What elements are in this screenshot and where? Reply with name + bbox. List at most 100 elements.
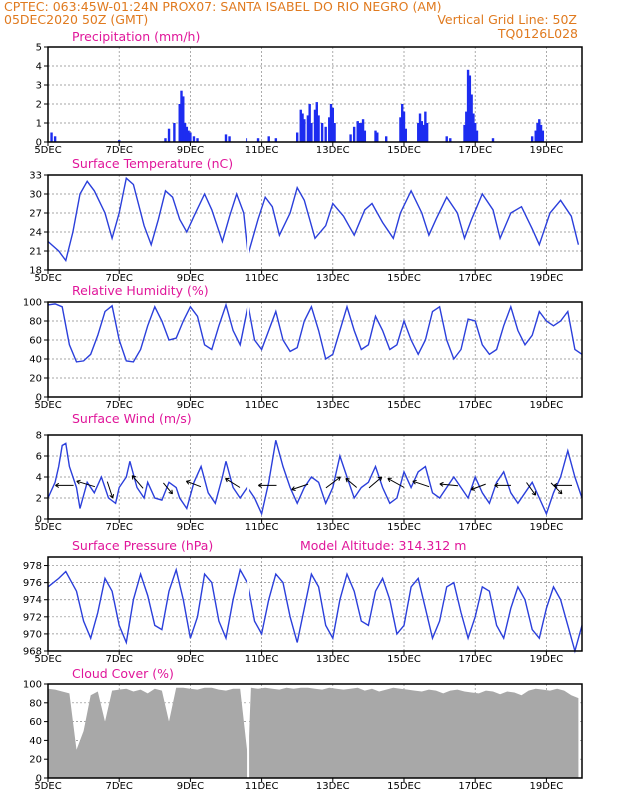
x-tick-label: 5DEC	[34, 522, 61, 533]
precip-bar	[180, 90, 183, 142]
precip-bar	[541, 130, 545, 142]
precip-bar	[349, 134, 352, 142]
plot-frame	[47, 556, 583, 652]
x-tick-label: 19DEC	[530, 273, 564, 284]
y-tick-label: 100	[23, 680, 42, 691]
x-tick-label: 17DEC	[458, 273, 492, 284]
precip-bar	[313, 109, 317, 142]
y-tick-label: 80	[29, 698, 42, 709]
x-tick-label: 9DEC	[177, 145, 204, 156]
y-tick-label: 4	[36, 473, 42, 484]
x-tick-label: 5DEC	[34, 145, 61, 156]
y-tick-label: 18	[29, 266, 42, 277]
panel-title: Surface Temperature (nC)	[72, 156, 233, 171]
y-tick-label: 27	[29, 209, 42, 220]
wind-vector	[76, 479, 96, 488]
precip-bar	[470, 94, 473, 142]
precip-bar	[167, 128, 171, 142]
x-tick-label: 11DEC	[245, 400, 279, 411]
y-tick-label: 80	[29, 317, 42, 328]
panel-4: 0 2 4 6 8 5DEC 7DEC 9DEC 11DEC 13DEC 15DEC 17DEC 19D…	[34, 411, 583, 533]
precip-bar	[256, 138, 260, 142]
x-tick-label: 9DEC	[177, 522, 204, 533]
panel-title: Surface Pressure (hPa)	[72, 538, 213, 553]
panel-3: 0 20 40 60 80 100 5DEC 7DEC 9DEC 11DEC 13DEC 15DEC 1…	[23, 283, 583, 411]
precip-bar	[185, 126, 189, 142]
x-tick-label: 17DEC	[458, 145, 492, 156]
x-tick-label: 19DEC	[530, 522, 564, 533]
x-tick-label: 19DEC	[530, 145, 564, 156]
y-tick-label: 30	[29, 190, 42, 201]
wind-vector	[225, 477, 241, 488]
precip-bar	[445, 136, 448, 142]
x-tick-label: 17DEC	[458, 781, 492, 792]
x-tick-label: 5DEC	[34, 273, 61, 284]
precip-bar	[308, 104, 311, 142]
y-tick-label: 974	[23, 595, 42, 606]
y-tick-label: 3	[36, 81, 42, 92]
x-tick-label: 13DEC	[316, 145, 350, 156]
x-tick-label: 13DEC	[316, 781, 350, 792]
x-tick-label: 11DEC	[245, 145, 279, 156]
precip-bar	[491, 138, 495, 142]
precip-bar	[329, 104, 333, 142]
wind-vector	[550, 482, 563, 495]
wind-vector	[291, 483, 309, 491]
precip-bar	[333, 123, 336, 142]
precip-bar	[399, 117, 402, 142]
y-tick-label: 0	[36, 138, 42, 149]
y-tick-label: 20	[29, 755, 42, 766]
y-tick-label: 976	[23, 578, 42, 589]
x-tick-label: 17DEC	[458, 522, 492, 533]
wind-vector	[439, 481, 459, 487]
x-tick-label: 5DEC	[34, 781, 61, 792]
wind-vector	[185, 480, 202, 488]
y-tick-label: 8	[36, 431, 42, 442]
panel-5: 968 970 972 974 976 978 5DEC 7DEC 9DEC 11DEC 13DEC…	[23, 538, 583, 665]
precip-bar	[303, 119, 306, 142]
x-tick-label: 17DEC	[458, 654, 492, 665]
x-tick-label: 13DEC	[316, 654, 350, 665]
precip-bar	[538, 119, 541, 142]
x-tick-label: 9DEC	[177, 273, 204, 284]
x-tick-label: 11DEC	[245, 273, 279, 284]
precip-bar	[404, 128, 407, 142]
precip-bar	[472, 113, 475, 142]
precip-bar	[274, 138, 278, 142]
panel-title: Relative Humidity (%)	[72, 283, 209, 298]
precip-bar	[228, 136, 231, 142]
x-tick-label: 5DEC	[34, 654, 61, 665]
precip-bar	[267, 136, 270, 142]
cloud-cover-area	[48, 687, 579, 778]
precip-bar	[420, 121, 423, 142]
x-tick-label: 11DEC	[245, 781, 279, 792]
y-tick-label: 0	[36, 393, 42, 404]
precip-bar	[299, 109, 302, 142]
wind-vector	[470, 483, 486, 491]
x-tick-label: 7DEC	[106, 145, 133, 156]
precip-bar	[164, 138, 167, 142]
precip-bar	[324, 126, 327, 142]
precip-bar	[363, 130, 367, 142]
panel-6: 0 20 40 60 80 100 5DEC 7DEC 9DEC 11DEC 13DEC 15DEC 1…	[23, 666, 583, 792]
series-line	[47, 302, 583, 363]
y-tick-label: 21	[29, 247, 42, 258]
precip-bar	[189, 132, 192, 142]
precip-bar	[466, 69, 470, 142]
precip-bar	[425, 123, 429, 142]
precip-bar	[183, 123, 187, 142]
x-tick-label: 11DEC	[245, 654, 279, 665]
x-tick-label: 15DEC	[387, 400, 421, 411]
precip-bar	[475, 130, 479, 142]
wind-vector	[106, 481, 115, 499]
precip-bar	[182, 96, 185, 142]
wind-vector	[368, 476, 383, 489]
precip-bar	[296, 132, 299, 142]
y-tick-label: 2	[36, 494, 42, 505]
precip-bar	[417, 123, 420, 142]
precip-bar	[173, 123, 176, 142]
header-date: 05DEC2020 50Z (GMT)	[4, 12, 148, 27]
x-tick-label: 13DEC	[316, 400, 350, 411]
x-tick-label: 19DEC	[530, 781, 564, 792]
